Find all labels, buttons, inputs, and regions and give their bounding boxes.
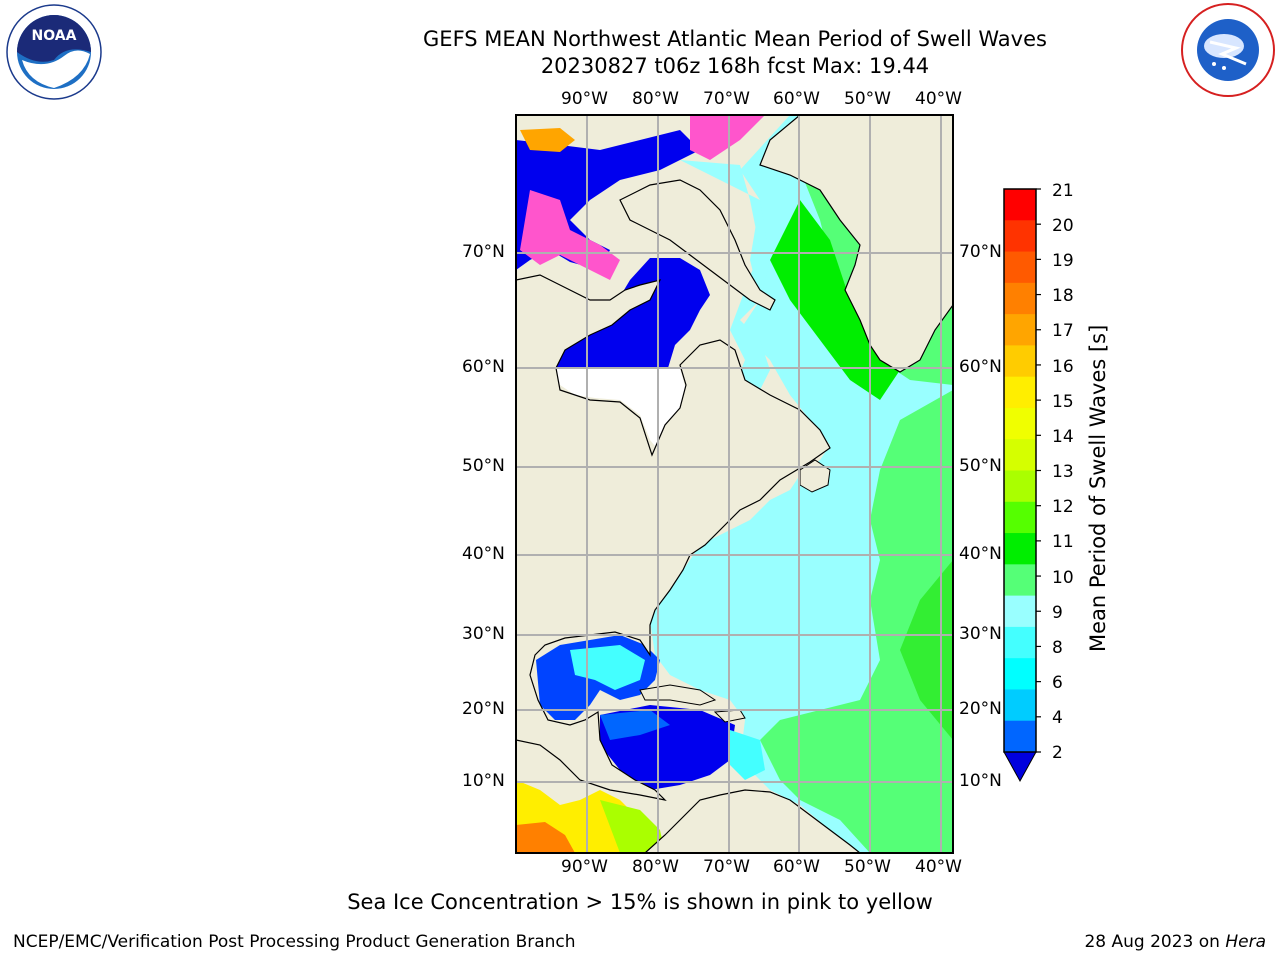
lat-label-left-50n: 50°N	[462, 456, 505, 476]
colorbar-cell	[1004, 626, 1036, 659]
lon-label-bottom-50w: 50°W	[844, 857, 891, 877]
lat-label-left-10n: 10°N	[462, 771, 505, 791]
lon-label-bottom-60w: 60°W	[773, 857, 820, 877]
cbar-tick-14: 14	[1052, 427, 1074, 447]
cbar-tick-8: 8	[1052, 638, 1063, 658]
lat-label-right-10n: 10°N	[959, 771, 1002, 791]
land-north-america	[516, 274, 831, 801]
labrador-sea	[680, 160, 770, 390]
cbar-tick-15: 15	[1052, 392, 1074, 412]
sea-ice-caption: Sea Ice Concentration > 15% is shown in …	[347, 890, 933, 914]
cbar-tick-6: 6	[1052, 673, 1063, 693]
lon-label-bottom-70w: 70°W	[703, 857, 750, 877]
james-bay	[556, 368, 686, 452]
lat-label-left-60n: 60°N	[462, 357, 505, 377]
colorbar-cell	[1004, 407, 1036, 440]
colorbar-cell	[1004, 376, 1036, 409]
map-title: GEFS MEAN Northwest Atlantic Mean Period…	[330, 26, 1140, 80]
cbar-tick-2: 2	[1052, 743, 1063, 763]
colorbar-under-arrow	[1003, 751, 1037, 783]
colorbar-cell	[1004, 658, 1036, 690]
colorbar-cell	[1004, 345, 1036, 378]
cbar-tick-17: 17	[1052, 321, 1074, 341]
colorbar	[1003, 188, 1041, 783]
caribbean-blue	[600, 710, 670, 740]
lon-label-bottom-90w: 90°W	[561, 857, 608, 877]
colorbar-cell	[1004, 220, 1036, 253]
lat-label-right-30n: 30°N	[959, 624, 1002, 644]
lon-label-top-70w: 70°W	[703, 89, 750, 109]
ocean-bright-green	[770, 200, 900, 400]
cbar-tick-16: 16	[1052, 357, 1074, 377]
lat-label-right-70n: 70°N	[959, 242, 1002, 262]
lat-label-right-20n: 20°N	[959, 699, 1002, 719]
noaa-logo-text: NOAA	[32, 28, 77, 44]
lat-label-left-40n: 40°N	[462, 544, 505, 564]
lat-label-left-70n: 70°N	[462, 242, 505, 262]
footer-credit: NCEP/EMC/Verification Post Processing Pr…	[13, 932, 576, 952]
lat-label-left-20n: 20°N	[462, 699, 505, 719]
ocean-bright-green-east	[900, 560, 953, 740]
hudson-bay	[556, 258, 710, 368]
colorbar-cell	[1004, 533, 1036, 565]
pacific-green	[600, 800, 665, 853]
cbar-tick-18: 18	[1052, 286, 1074, 306]
colorbar-ticks	[1036, 188, 1041, 753]
sea-ice-north	[690, 115, 765, 160]
title-line-2: 20230827 t06z 168h fcst Max: 19.44	[540, 54, 930, 78]
colorbar-cell	[1004, 689, 1036, 722]
colorbar-tick-labels: 21 20 19 18 17 16 15 14 13 12 11 10 9 8 …	[1052, 180, 1092, 780]
lon-label-top-90w: 90°W	[561, 89, 608, 109]
cbar-tick-12: 12	[1052, 497, 1074, 517]
cbar-tick-4: 4	[1052, 708, 1063, 728]
colorbar-label: Mean Period of Swell Waves [s]	[1086, 324, 1110, 652]
lat-label-right-60n: 60°N	[959, 357, 1002, 377]
footer-date: 28 Aug 2023 on Hera	[1084, 932, 1266, 952]
lon-label-top-50w: 50°W	[844, 89, 891, 109]
colorbar-cell	[1004, 282, 1036, 315]
cbar-tick-13: 13	[1052, 462, 1074, 482]
colorbar-cell	[1004, 189, 1036, 221]
colorbar-cell	[1004, 720, 1036, 753]
cbar-tick-11: 11	[1052, 532, 1074, 552]
ocean-green-east	[760, 390, 953, 853]
lon-label-top-80w: 80°W	[632, 89, 679, 109]
lat-label-left-30n: 30°N	[462, 624, 505, 644]
cbar-tick-20: 20	[1052, 216, 1074, 236]
footer-host: Hera	[1225, 932, 1266, 952]
pacific-orange	[516, 822, 575, 853]
cbar-tick-19: 19	[1052, 251, 1074, 271]
colorbar-cell	[1004, 470, 1036, 503]
lon-label-bottom-40w: 40°W	[915, 857, 962, 877]
lon-label-top-60w: 60°W	[773, 89, 820, 109]
colorbar-cell	[1004, 314, 1036, 346]
map-frame	[515, 114, 954, 854]
cbar-tick-10: 10	[1052, 568, 1074, 588]
land-south-america	[644, 789, 861, 853]
cbar-tick-21: 21	[1052, 181, 1074, 201]
colorbar-cell	[1004, 595, 1036, 628]
colorbar-cell	[1004, 501, 1036, 534]
gulf-cyan	[570, 645, 645, 690]
colorbar-cell	[1004, 251, 1036, 284]
title-line-1: GEFS MEAN Northwest Atlantic Mean Period…	[423, 27, 1047, 51]
colorbar-cells	[1004, 189, 1036, 753]
lon-label-top-40w: 40°W	[915, 89, 962, 109]
noaa-logo: NOAA	[6, 4, 102, 100]
cbar-tick-9: 9	[1052, 603, 1063, 623]
lon-label-bottom-80w: 80°W	[632, 857, 679, 877]
caribbean-east	[730, 730, 765, 780]
nws-logo	[1180, 2, 1276, 98]
colorbar-cell	[1004, 564, 1036, 597]
footer-date-text: 28 Aug 2023 on	[1084, 932, 1226, 952]
land-greenland	[759, 115, 953, 373]
lat-label-right-40n: 40°N	[959, 544, 1002, 564]
sea-ice-orange	[520, 128, 575, 152]
graticule	[516, 115, 953, 853]
colorbar-cell	[1004, 439, 1036, 471]
sea-ice-pink	[520, 190, 620, 280]
lat-label-right-50n: 50°N	[959, 456, 1002, 476]
